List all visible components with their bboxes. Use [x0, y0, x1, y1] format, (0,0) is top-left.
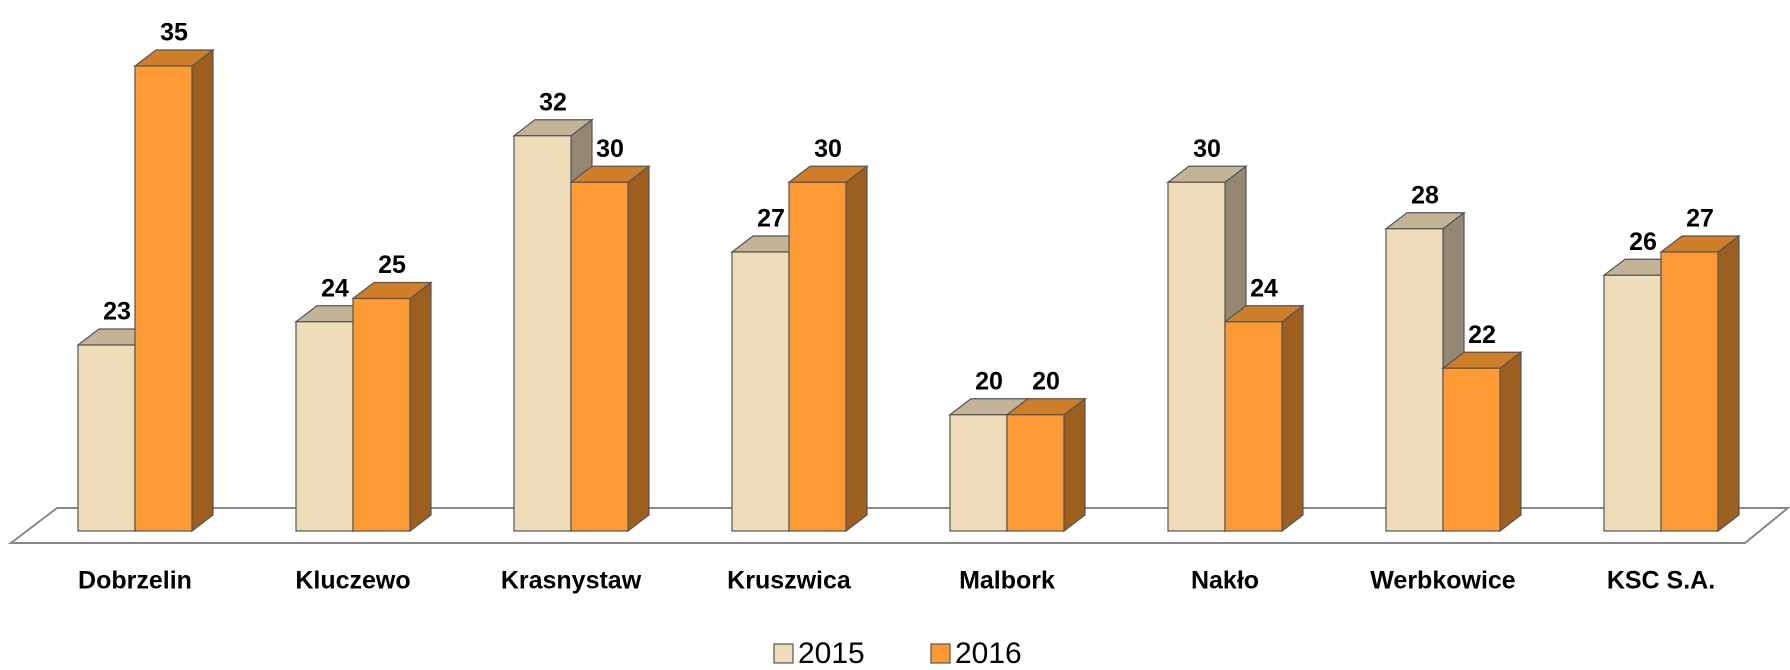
x-tick-label: Werbkowice: [1370, 567, 1516, 595]
bar: [1441, 351, 1523, 533]
legend-label: 2015: [798, 637, 865, 670]
bar-side: [1281, 304, 1304, 533]
x-tick-label: Dobrzelin: [78, 567, 192, 595]
bar: [1005, 397, 1087, 533]
bar-front: [1660, 251, 1719, 532]
data-label: 28: [1411, 181, 1439, 209]
bar-side: [845, 165, 868, 533]
bar-side: [1717, 234, 1740, 533]
bar-side: [1063, 397, 1086, 533]
x-tick-label: KSC S.A.: [1607, 567, 1715, 595]
data-label: 30: [1193, 135, 1221, 163]
legend-swatch: [773, 643, 794, 664]
data-label: 30: [596, 135, 624, 163]
bar-front: [570, 181, 629, 532]
bar-front: [295, 321, 354, 532]
data-label: 20: [975, 367, 1003, 395]
data-label: 27: [757, 205, 785, 233]
x-tick-label: Kluczewo: [295, 567, 410, 595]
bar: [1223, 304, 1305, 533]
bar-front: [1385, 228, 1444, 532]
bar: [787, 165, 869, 533]
bar: [133, 48, 215, 533]
data-label: 20: [1032, 367, 1060, 395]
bar-side: [409, 281, 432, 533]
bar-front: [1167, 181, 1226, 532]
x-tick-label: Nakło: [1191, 567, 1259, 595]
x-tick-label: Kruszwica: [727, 567, 852, 595]
bar-front: [949, 414, 1008, 532]
bar-front: [134, 65, 193, 532]
x-tick-label: Krasnystaw: [501, 567, 642, 595]
data-label: 30: [814, 135, 842, 163]
data-label: 35: [160, 19, 188, 47]
data-label: 32: [539, 88, 567, 116]
data-label: 25: [378, 251, 406, 279]
bar-front: [1603, 274, 1662, 532]
bar-side: [627, 165, 650, 533]
x-tick-label: Malbork: [959, 567, 1055, 595]
bar-front: [513, 135, 572, 532]
bar-side: [191, 48, 214, 533]
bar: [351, 281, 433, 533]
bar-front: [1006, 414, 1065, 532]
bar: [1659, 234, 1741, 533]
legend-label: 2016: [955, 637, 1022, 670]
bar-front: [731, 251, 790, 532]
data-label: 23: [103, 298, 131, 326]
data-label: 27: [1686, 205, 1714, 233]
bar-front: [788, 181, 847, 532]
floor: [8, 507, 1790, 544]
legend-swatch: [930, 643, 951, 664]
bar-front: [1224, 321, 1283, 532]
bar-side: [1499, 351, 1522, 533]
bar-front: [77, 344, 136, 532]
bar-front: [352, 297, 411, 532]
data-label: 24: [1250, 274, 1278, 302]
data-label: 24: [321, 274, 349, 302]
data-label: 26: [1629, 228, 1657, 256]
bar: [569, 165, 651, 533]
bar-front: [1442, 367, 1501, 532]
data-label: 22: [1468, 321, 1496, 349]
